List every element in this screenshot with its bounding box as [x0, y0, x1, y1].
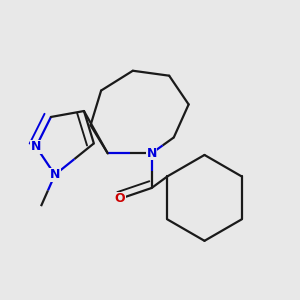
- Text: O: O: [114, 192, 125, 206]
- Text: N: N: [50, 168, 60, 181]
- Text: N: N: [146, 147, 157, 160]
- Text: N: N: [31, 140, 41, 153]
